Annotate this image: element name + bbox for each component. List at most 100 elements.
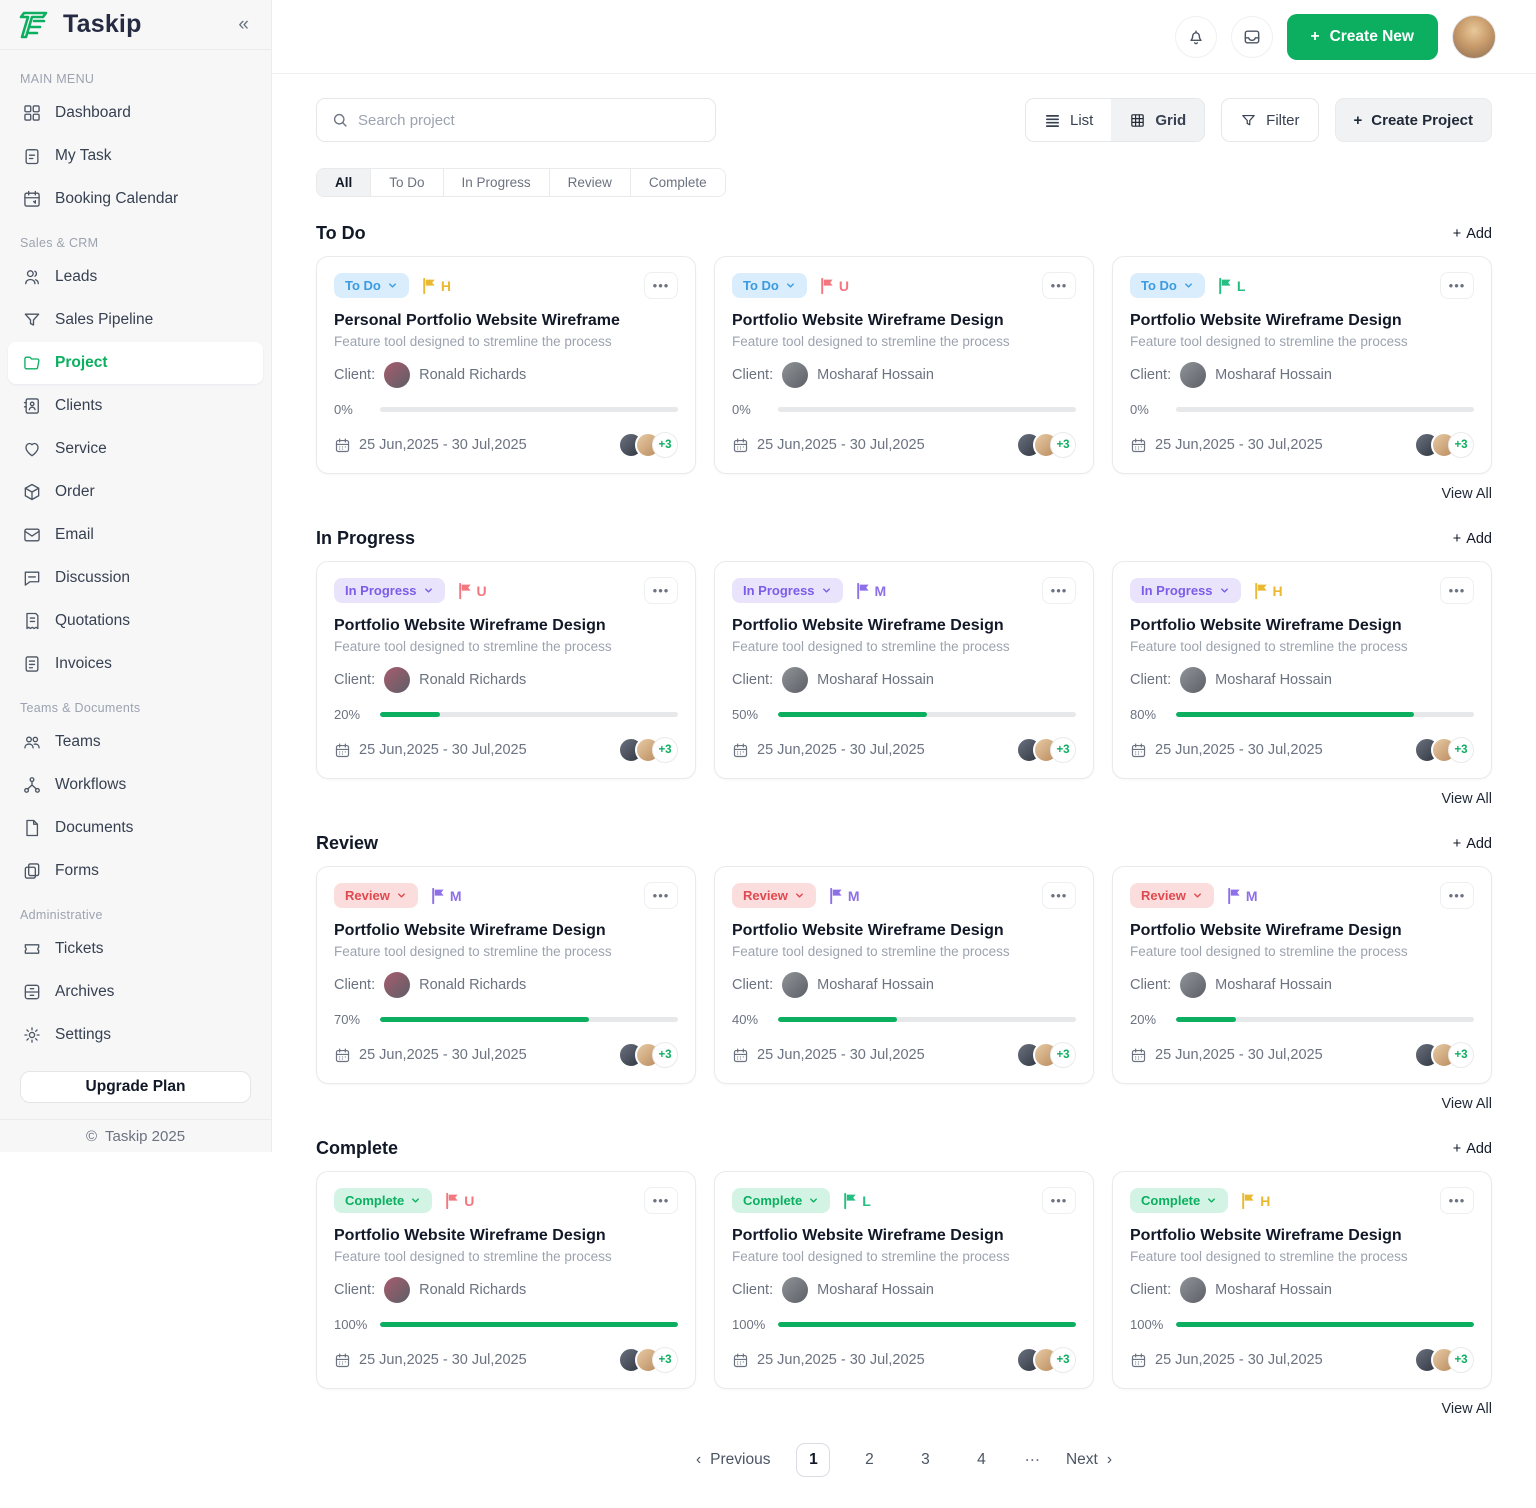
- assignee-avatars[interactable]: +3: [1016, 737, 1076, 763]
- sidebar-collapse-icon[interactable]: «: [238, 13, 249, 35]
- sidebar-item-workflows[interactable]: Workflows: [8, 764, 263, 806]
- assignee-avatars[interactable]: +3: [1414, 432, 1474, 458]
- date-range: 25 Jun,2025 - 30 Jul,2025: [732, 1352, 925, 1369]
- status-badge[interactable]: In Progress: [732, 578, 843, 603]
- flag-icon: [432, 887, 444, 904]
- status-badge[interactable]: Review: [334, 883, 418, 908]
- calendar-icon: [335, 1353, 350, 1367]
- sidebar-item-forms[interactable]: Forms: [8, 850, 263, 892]
- pagination-page-4[interactable]: 4: [977, 1451, 986, 1468]
- sidebar-item-leads[interactable]: Leads: [8, 256, 263, 298]
- user-avatar[interactable]: [1452, 14, 1496, 59]
- sidebar-item-dashboard[interactable]: Dashboard: [8, 92, 263, 134]
- filter-button[interactable]: Filter: [1221, 98, 1319, 142]
- sidebar-item-email[interactable]: Email: [8, 514, 263, 556]
- sidebar-item-archives[interactable]: Archives: [8, 971, 263, 1013]
- sidebar-item-sales-pipeline[interactable]: Sales Pipeline: [8, 299, 263, 341]
- create-new-button[interactable]: + Create New: [1286, 13, 1438, 60]
- status-badge[interactable]: To Do: [1130, 273, 1205, 298]
- card-more-button[interactable]: •••: [1042, 272, 1076, 299]
- search-input[interactable]: [358, 111, 701, 129]
- notifications-button[interactable]: [1174, 15, 1217, 58]
- sidebar-item-order[interactable]: Order: [8, 471, 263, 513]
- view-all-link[interactable]: View All: [1441, 791, 1492, 807]
- card-more-button[interactable]: •••: [1440, 577, 1474, 604]
- tab-all[interactable]: All: [317, 169, 372, 196]
- grid-view-button[interactable]: Grid: [1111, 99, 1205, 141]
- tab-complete[interactable]: Complete: [630, 169, 725, 196]
- tab-review[interactable]: Review: [549, 169, 631, 196]
- upgrade-plan-button[interactable]: Upgrade Plan: [20, 1071, 251, 1104]
- card-more-button[interactable]: •••: [644, 1187, 678, 1214]
- status-badge[interactable]: In Progress: [1130, 578, 1241, 603]
- assignee-avatars[interactable]: +3: [1016, 432, 1076, 458]
- assignee-avatars[interactable]: +3: [618, 432, 678, 458]
- sidebar-item-my-task[interactable]: My Task: [8, 135, 263, 177]
- card-more-button[interactable]: •••: [644, 272, 678, 299]
- assignee-avatars[interactable]: +3: [1016, 1347, 1076, 1373]
- view-all-link[interactable]: View All: [1441, 486, 1492, 502]
- add-project-button[interactable]: + Add: [1452, 835, 1492, 852]
- pagination-previous[interactable]: ‹ Previous: [695, 1451, 771, 1468]
- status-badge[interactable]: To Do: [334, 273, 409, 298]
- card-more-button[interactable]: •••: [1042, 882, 1076, 909]
- inbox-button[interactable]: [1230, 15, 1273, 58]
- card-more-button[interactable]: •••: [1440, 882, 1474, 909]
- pagination-page-2[interactable]: 2: [865, 1451, 874, 1468]
- status-badge[interactable]: To Do: [732, 273, 807, 298]
- progress-percent: 0%: [1130, 402, 1149, 417]
- quotations-icon: [26, 613, 39, 630]
- sidebar-item-invoices[interactable]: Invoices: [8, 643, 263, 685]
- sidebar-item-discussion[interactable]: Discussion: [8, 557, 263, 599]
- assignee-avatars[interactable]: +3: [1016, 1042, 1076, 1068]
- client-row: Client: Mosharaf Hossain: [1130, 972, 1474, 998]
- assignee-overflow-count: +3: [652, 737, 678, 763]
- status-badge[interactable]: Review: [1130, 883, 1214, 908]
- status-badge[interactable]: Complete: [732, 1188, 831, 1213]
- add-project-button[interactable]: + Add: [1452, 1140, 1492, 1157]
- topbar: + Create New: [272, 0, 1536, 74]
- pagination-page-3[interactable]: 3: [921, 1451, 930, 1468]
- sidebar-item-teams[interactable]: Teams: [8, 721, 263, 763]
- pagination-page-1[interactable]: 1: [796, 1443, 831, 1477]
- assignee-avatars[interactable]: +3: [1414, 1347, 1474, 1373]
- sidebar-item-service[interactable]: Service: [8, 428, 263, 470]
- add-project-button[interactable]: + Add: [1452, 225, 1492, 242]
- tab-to-do[interactable]: To Do: [371, 169, 444, 196]
- sidebar-item-project[interactable]: Project: [8, 342, 263, 385]
- view-all-link[interactable]: View All: [1441, 1401, 1492, 1417]
- pagination-next[interactable]: Next ›: [1065, 1451, 1113, 1468]
- card-more-button[interactable]: •••: [1042, 577, 1076, 604]
- assignee-avatars[interactable]: +3: [618, 737, 678, 763]
- card-more-button[interactable]: •••: [644, 577, 678, 604]
- list-view-button[interactable]: List: [1025, 99, 1112, 141]
- sidebar-item-label: Order: [55, 483, 95, 501]
- brand-logo[interactable]: Taskip: [18, 8, 142, 42]
- tab-in-progress[interactable]: In Progress: [443, 169, 550, 196]
- card-more-button[interactable]: •••: [1042, 1187, 1076, 1214]
- add-project-button[interactable]: + Add: [1452, 530, 1492, 547]
- sidebar-item-settings[interactable]: Settings: [8, 1014, 263, 1056]
- card-more-button[interactable]: •••: [1440, 272, 1474, 299]
- status-badge[interactable]: Complete: [334, 1188, 433, 1213]
- calendar-icon: [335, 1048, 350, 1062]
- status-badge[interactable]: Review: [732, 883, 816, 908]
- sidebar-item-clients[interactable]: Clients: [8, 385, 263, 427]
- card-more-button[interactable]: •••: [1440, 1187, 1474, 1214]
- flag-icon: [844, 1192, 856, 1209]
- status-badge[interactable]: In Progress: [334, 578, 445, 603]
- assignee-avatars[interactable]: +3: [618, 1347, 678, 1373]
- assignee-avatars[interactable]: +3: [1414, 737, 1474, 763]
- sidebar-item-tickets[interactable]: Tickets: [8, 928, 263, 970]
- card-more-button[interactable]: •••: [644, 882, 678, 909]
- assignee-avatars[interactable]: +3: [1414, 1042, 1474, 1068]
- sidebar-item-quotations[interactable]: Quotations: [8, 600, 263, 642]
- sidebar-item-booking-calendar[interactable]: Booking Calendar: [8, 178, 263, 220]
- sidebar-item-documents[interactable]: Documents: [8, 807, 263, 849]
- create-project-button[interactable]: + Create Project: [1334, 98, 1492, 142]
- flag-icon: [458, 582, 471, 599]
- view-all-link[interactable]: View All: [1441, 1096, 1492, 1112]
- forms-icon: [24, 863, 40, 880]
- assignee-avatars[interactable]: +3: [618, 1042, 678, 1068]
- status-badge[interactable]: Complete: [1130, 1188, 1229, 1213]
